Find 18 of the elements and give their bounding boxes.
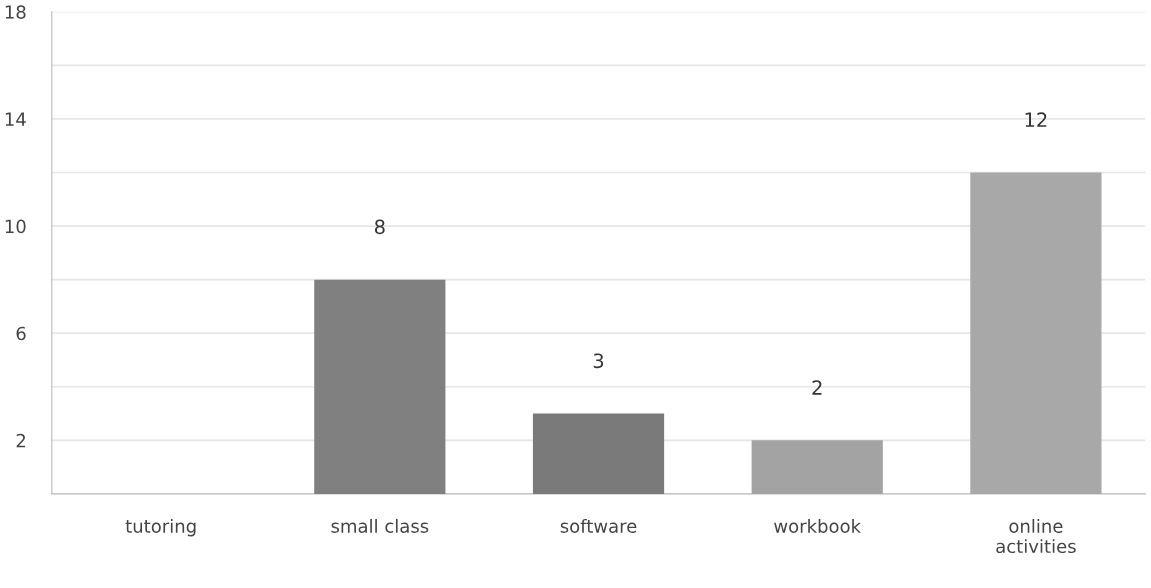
bar [970,172,1102,494]
x-tick-label: tutoring [125,518,196,537]
data-label: 3 [593,353,604,369]
x-tick-label: workbook [774,518,862,533]
data-label: 2 [812,380,822,395]
bar [751,440,883,494]
data-label: 12 [1025,112,1047,127]
y-tick-label: 6 [16,326,26,341]
y-tick-label: 14 [5,112,26,126]
bar [532,413,665,494]
x-tick-label: small class [331,518,429,533]
y-tick-label: 2 [16,433,25,448]
y-tick-label: 18 [5,5,26,19]
x-tick-label: online activities [996,518,1076,554]
bar [314,279,446,494]
data-label: 8 [374,219,385,235]
x-tick-label: software [560,518,637,533]
y-tick-label: 10 [5,219,26,234]
